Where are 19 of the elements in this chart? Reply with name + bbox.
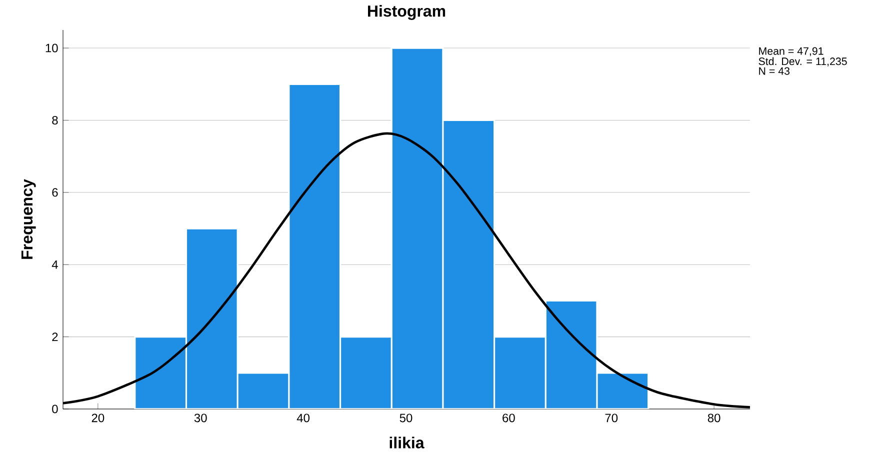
x-tick-label: 70 [605, 414, 618, 422]
y-tick-label: 10 [46, 44, 58, 52]
y-axis-title: Frequency [21, 179, 36, 259]
y-tick-label: 2 [52, 332, 58, 341]
y-tick-label: 4 [52, 260, 58, 269]
x-tick-label: 20 [92, 414, 104, 422]
text: N = 43 [759, 67, 790, 75]
x-axis-title: ilikia [390, 436, 424, 448]
x-tick-label: 80 [708, 414, 720, 422]
y-tick-label: 8 [52, 116, 58, 124]
x-tick-label: 60 [502, 414, 515, 422]
x-tick-label: 50 [400, 414, 412, 422]
x-tick-label: 30 [194, 414, 207, 422]
text: Std. Dev. = 11,235 [758, 57, 847, 66]
x-tick-label: 40 [296, 414, 310, 422]
chart-title: Histogram [368, 4, 446, 20]
y-tick-label: 6 [52, 188, 58, 197]
text: Mean = 47,91 [759, 47, 824, 56]
y-tick-label: 0 [52, 404, 58, 414]
